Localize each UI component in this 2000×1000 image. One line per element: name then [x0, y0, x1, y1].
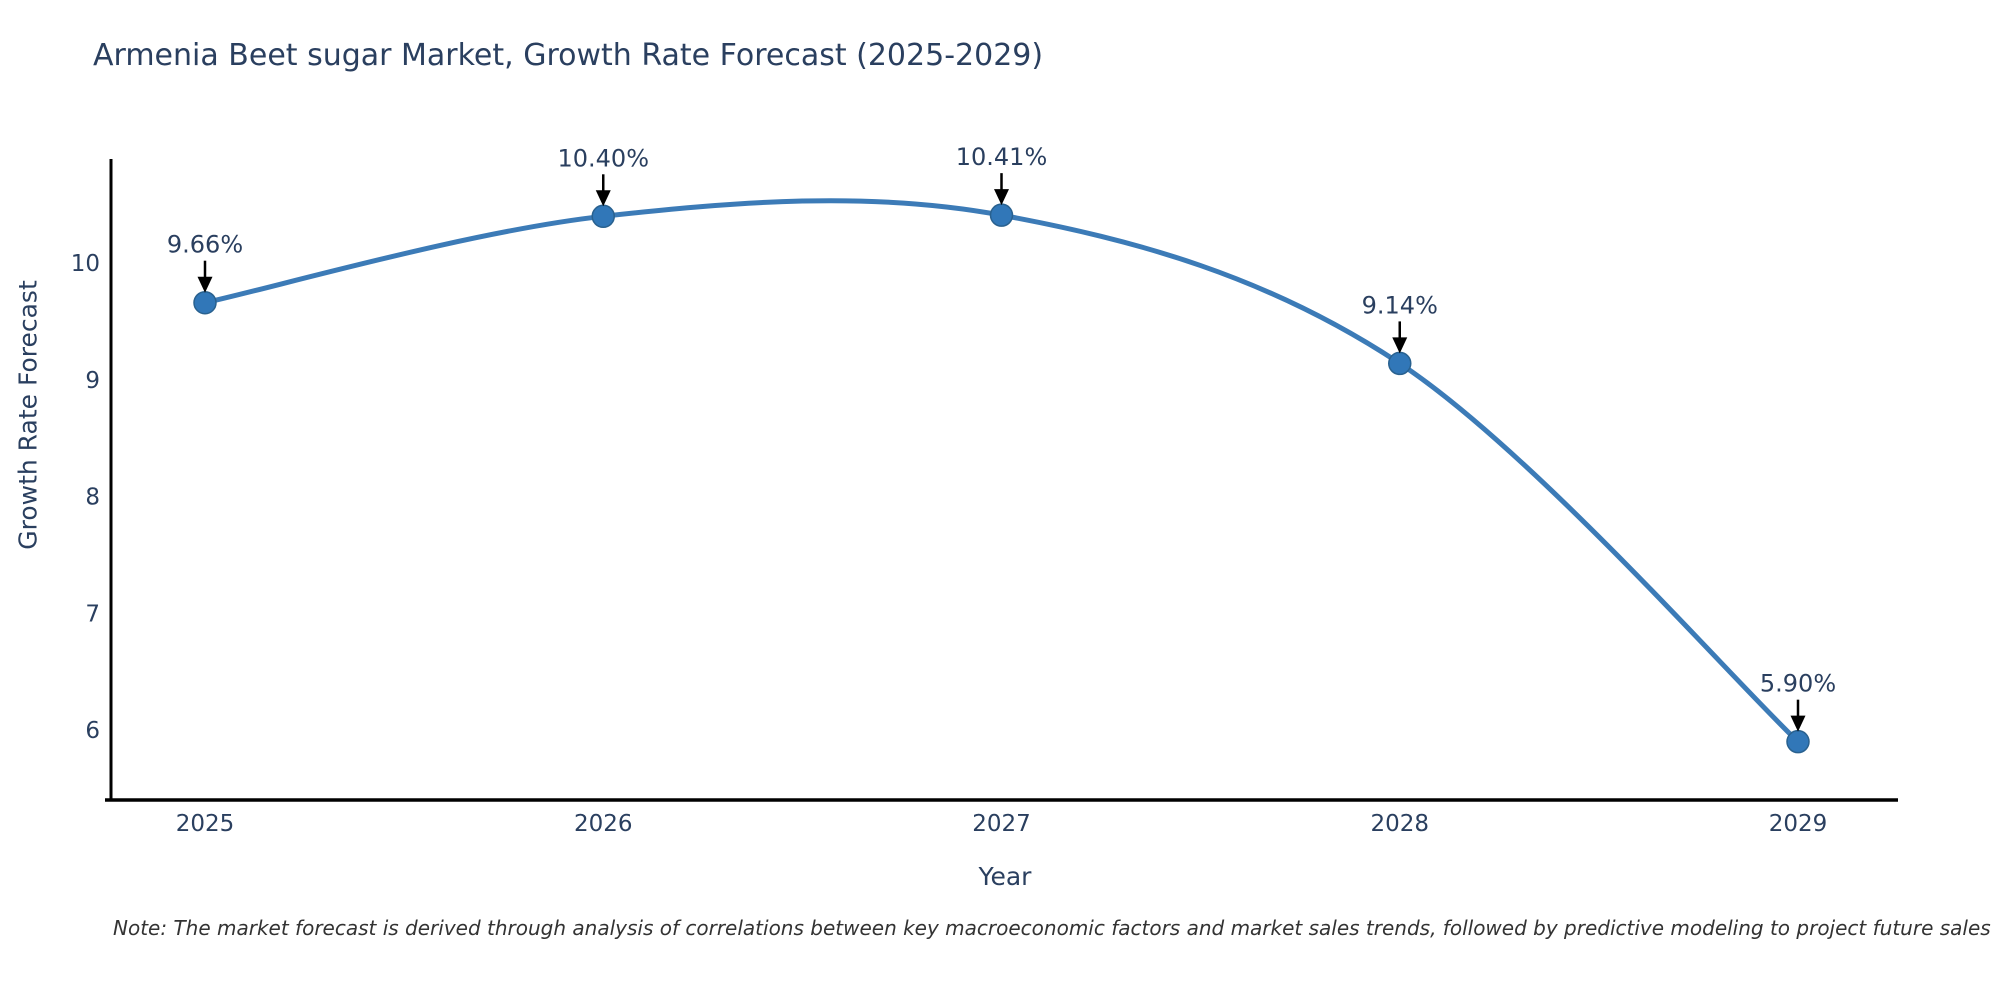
footnote: Note: The market forecast is derived thr…: [113, 916, 1991, 940]
x-tick-label: 2029: [1769, 811, 1828, 837]
x-tick-label: 2028: [1370, 811, 1429, 837]
point-value-label: 10.41%: [956, 143, 1048, 171]
point-value-label: 5.90%: [1760, 670, 1836, 698]
x-tick-label: 2026: [574, 811, 633, 837]
data-point-marker: [1786, 729, 1810, 754]
y-tick-label: 8: [85, 485, 100, 511]
x-axis-title: Year: [978, 862, 1032, 891]
annotation-arrow-head: [1790, 715, 1806, 732]
forecast-line: [202, 198, 1801, 745]
data-point-marker: [193, 290, 217, 315]
point-value-label: 9.14%: [1362, 291, 1438, 319]
x-tick-label: 2025: [176, 811, 235, 837]
point-value-label: 10.40%: [557, 144, 649, 172]
data-point-marker: [1388, 351, 1412, 376]
data-point-marker: [591, 204, 615, 229]
y-tick-label: 10: [71, 251, 100, 277]
annotation-arrow-head: [1392, 337, 1408, 354]
annotation-arrow-head: [994, 189, 1009, 206]
chart-title: Armenia Beet sugar Market, Growth Rate F…: [93, 38, 1044, 73]
data-point-marker: [989, 203, 1014, 227]
y-tick-label: 9: [85, 368, 100, 394]
x-tick-label: 2027: [972, 811, 1031, 837]
annotation-arrow-head: [197, 276, 213, 293]
point-value-label: 9.66%: [167, 231, 243, 259]
annotation-arrow-head: [595, 190, 611, 207]
y-tick-label: 7: [85, 601, 100, 627]
y-tick-label: 6: [85, 718, 100, 744]
